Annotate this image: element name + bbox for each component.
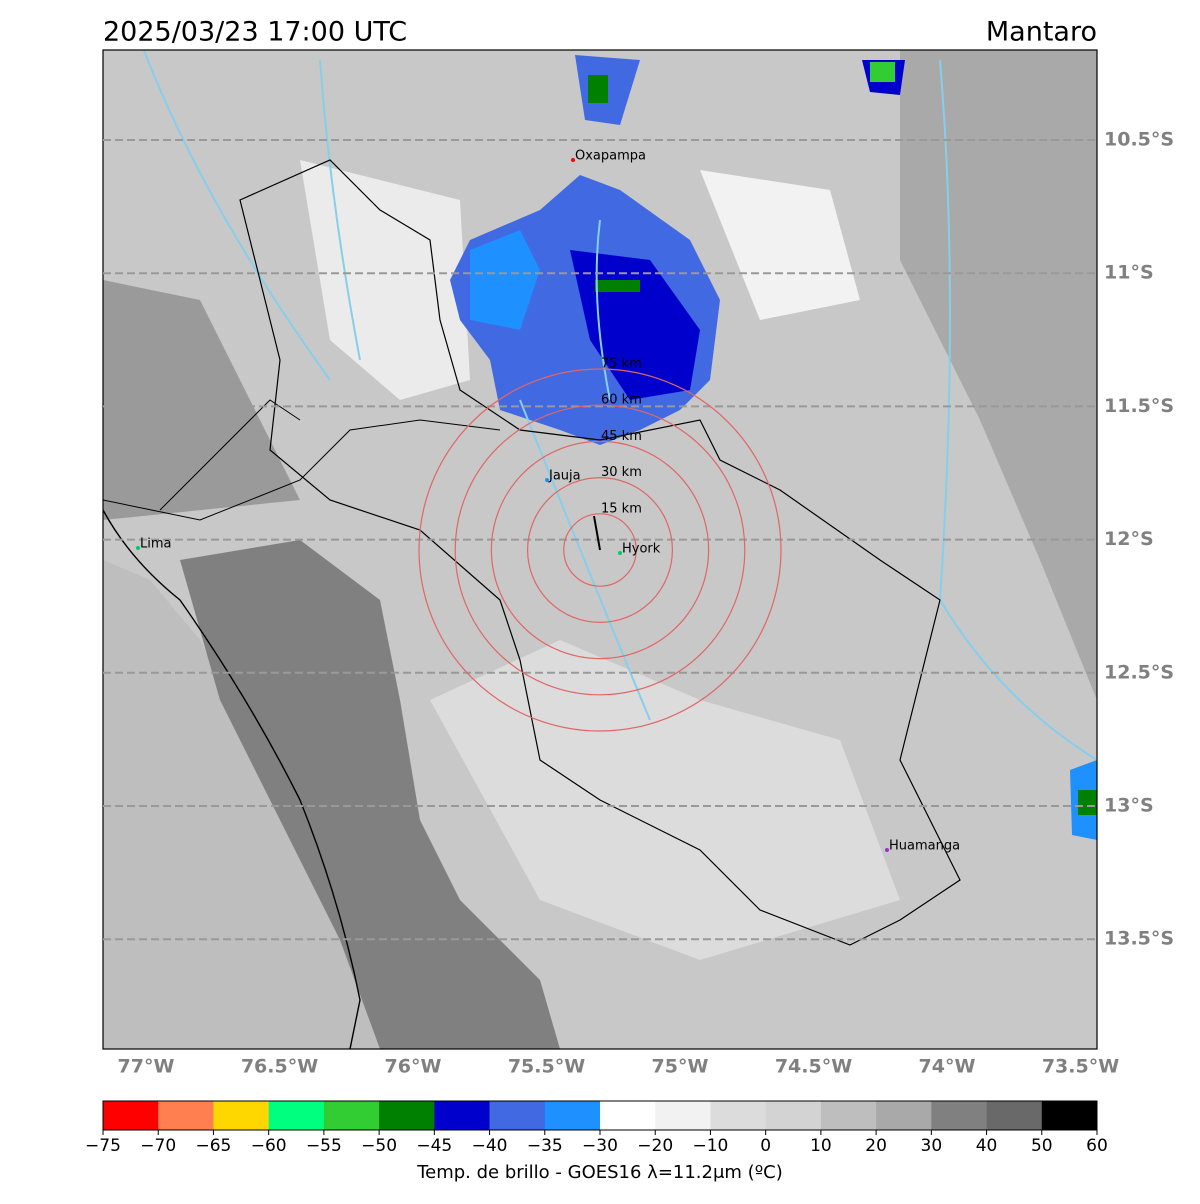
colorbar-segment [268, 1101, 325, 1130]
lat-label: 10.5°S [1104, 129, 1174, 151]
lat-label: 12.5°S [1104, 661, 1174, 683]
range-ring [490, 440, 710, 660]
colorbar-segment [158, 1101, 214, 1130]
colorbar-segment [323, 1101, 380, 1130]
lat-label: 11.5°S [1104, 395, 1174, 417]
lat-label: 13.5°S [1104, 928, 1174, 950]
colorbar-segment [820, 1101, 877, 1130]
colorbar-label: Temp. de brillo - GOES16 λ=11.2μm (ºC) [416, 1162, 783, 1183]
colorbar-tick-label: −45 [416, 1136, 452, 1156]
colorbar-segment [103, 1101, 159, 1130]
colorbar-tick-label: −20 [637, 1136, 673, 1156]
ring-label: 60 km [601, 393, 642, 408]
lon-label: 76°W [385, 1056, 442, 1078]
place-marker [885, 848, 889, 852]
range-ring [526, 477, 673, 624]
colorbar-tick-label: 30 [921, 1136, 943, 1156]
colorbar-segment [434, 1101, 490, 1130]
colorbar-tick-label: 50 [1031, 1136, 1053, 1156]
lon-label: 74°W [919, 1056, 976, 1078]
lon-label: 75.5°W [508, 1056, 585, 1078]
map-frame [102, 49, 1098, 1050]
colorbar-segment [986, 1101, 1043, 1130]
colorbar-tick-label: −75 [85, 1136, 121, 1156]
colorbar-segment [1041, 1101, 1098, 1130]
colorbar-segment [544, 1101, 601, 1130]
place-marker [618, 551, 622, 555]
ring-label: 15 km [601, 501, 642, 516]
lat-label: 13°S [1104, 795, 1154, 817]
lat-label: 11°S [1104, 262, 1154, 284]
colorbar-segment [213, 1101, 269, 1130]
place-marker [571, 158, 575, 162]
colorbar-segment [379, 1101, 435, 1130]
colorbar-tick-label: 0 [760, 1136, 771, 1156]
colorbar-segment [710, 1101, 766, 1130]
colorbar-segment [600, 1101, 656, 1130]
colorbar-tick-label: 20 [865, 1136, 887, 1156]
colorbar-tick-label: −50 [361, 1136, 397, 1156]
lon-label: 76.5°W [241, 1056, 318, 1078]
colorbar-segment [489, 1101, 546, 1130]
range-ring [418, 368, 782, 732]
ring-label: 30 km [601, 465, 642, 480]
colorbar-tick-label: −35 [527, 1136, 563, 1156]
place-label: Huamanga [889, 839, 960, 854]
lon-label: 75°W [652, 1056, 709, 1078]
colorbar-segment [765, 1101, 822, 1130]
colorbar-tick-label: 10 [810, 1136, 832, 1156]
title: 2025/03/23 17:00 UTC [103, 17, 407, 48]
radar-beam [593, 515, 601, 551]
place-label: Jauja [548, 469, 581, 484]
place-label: Lima [140, 537, 171, 552]
lon-label: 74.5°W [775, 1056, 852, 1078]
ring-label: 75 km [601, 357, 642, 372]
lat-label: 12°S [1104, 528, 1154, 550]
colorbar-tick-label: −40 [472, 1136, 508, 1156]
lon-label: 73.5°W [1042, 1056, 1119, 1078]
colorbar-segment [876, 1101, 932, 1130]
colorbar-tick-label: 60 [1086, 1136, 1108, 1156]
colorbar-tick-label: −55 [306, 1136, 342, 1156]
range-ring [454, 404, 746, 696]
colorbar-tick-label: −30 [582, 1136, 618, 1156]
colorbar-segment [655, 1101, 711, 1130]
colorbar-segment [931, 1101, 987, 1130]
region-name: Mantaro [986, 17, 1097, 48]
colorbar-tick-label: −60 [251, 1136, 287, 1156]
colorbar-tick-label: −70 [140, 1136, 176, 1156]
place-marker [136, 546, 140, 550]
place-marker [545, 478, 549, 482]
lon-label: 77°W [118, 1056, 175, 1078]
colorbar-tick-label: −65 [195, 1136, 231, 1156]
place-label: Hyork [622, 542, 661, 557]
satellite-image [103, 50, 1097, 1049]
range-ring [563, 513, 637, 587]
place-label: Oxapampa [575, 149, 646, 164]
ring-label: 45 km [601, 429, 642, 444]
colorbar-tick-label: −10 [692, 1136, 728, 1156]
colorbar-tick-label: 40 [976, 1136, 998, 1156]
